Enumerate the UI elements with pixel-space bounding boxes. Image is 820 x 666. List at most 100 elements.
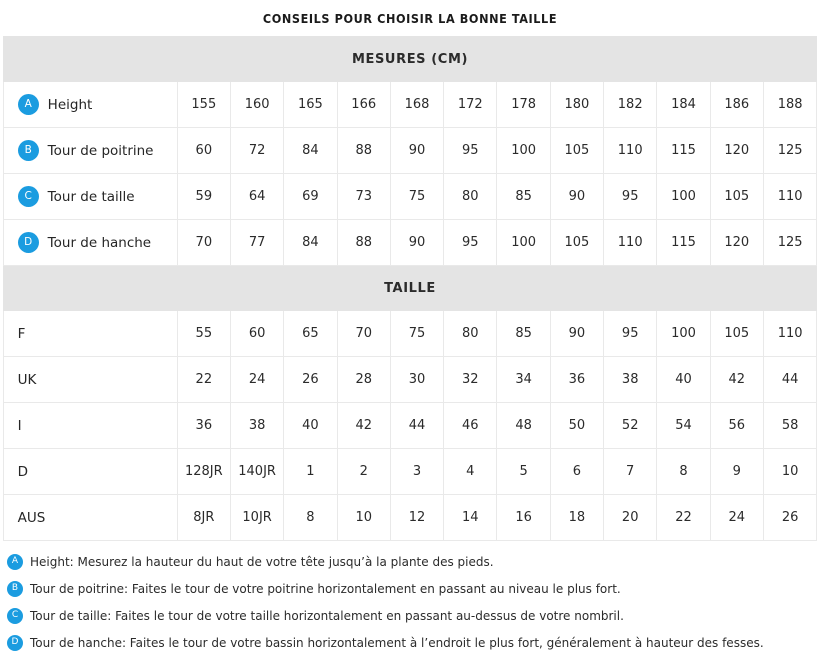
cell: 42	[336, 402, 391, 449]
cell: 90	[549, 310, 605, 357]
table-row: UK 22 24 26 28 30 32 34 36 38 40 42 44	[2, 356, 818, 403]
cell: 120	[709, 219, 764, 266]
cell: 9	[709, 448, 764, 495]
cell: 172	[443, 81, 498, 128]
cell: 8	[283, 494, 338, 541]
cell: 188	[762, 81, 818, 128]
cell: 105	[709, 173, 764, 220]
row-label-text: UK	[17, 371, 37, 388]
table-row: D Tour de hanche 70 77 84 88 90 95 100 1…	[2, 219, 818, 266]
cell: 10JR	[229, 494, 285, 541]
cell: 6	[549, 448, 605, 495]
cell: 26	[283, 356, 338, 403]
cell: 24	[709, 494, 764, 541]
footnote-text: Tour de taille: Faites le tour de votre …	[30, 608, 624, 623]
cell: 100	[656, 173, 711, 220]
cell: 84	[283, 127, 338, 174]
cell: 95	[443, 219, 498, 266]
cell: 12	[389, 494, 445, 541]
table-row: A Height 155 160 165 166 168 172 178 180…	[2, 81, 818, 128]
cell: 100	[496, 219, 551, 266]
cell: 85	[496, 173, 551, 220]
cell: 72	[229, 127, 285, 174]
badge-a-icon: A	[17, 94, 39, 115]
cell: 54	[656, 402, 711, 449]
row-label-f: F	[2, 310, 178, 357]
cell: 42	[709, 356, 764, 403]
footnote-b: B Tour de poitrine: Faites le tour de vo…	[3, 575, 817, 602]
sizes-section-header-row: TAILLE	[2, 265, 818, 311]
row-label-text: AUS	[17, 509, 46, 526]
cell: 85	[496, 310, 551, 357]
footnote-a: A Height: Mesurez la hauteur du haut de …	[3, 548, 817, 575]
measures-table-body: MESURES (CM) A Height 155 160 165 166 16…	[2, 36, 818, 541]
cell: 100	[656, 310, 711, 357]
page-title: CONSEILS POUR CHOISIR LA BONNE TAILLE	[262, 11, 558, 26]
footnote-c: C Tour de taille: Faites le tour de votr…	[3, 602, 817, 629]
cell: 52	[603, 402, 658, 449]
measures-section-heading: MESURES (CM)	[2, 36, 818, 82]
cell: 110	[603, 127, 658, 174]
cell: 186	[709, 81, 764, 128]
badge-d-icon: D	[17, 232, 39, 253]
cell: 24	[229, 356, 285, 403]
row-label-waist: C Tour de taille	[2, 173, 178, 220]
cell: 46	[443, 402, 498, 449]
cell: 115	[656, 219, 711, 266]
row-label-i: I	[2, 402, 178, 449]
cell: 70	[336, 310, 391, 357]
table-row: AUS 8JR 10JR 8 10 12 14 16 18 20 22 24 2…	[2, 494, 818, 541]
cell: 88	[336, 219, 391, 266]
cell: 115	[656, 127, 711, 174]
cell: 36	[549, 356, 605, 403]
table-row: C Tour de taille 59 64 69 73 75 80 85 90…	[2, 173, 818, 220]
cell: 65	[283, 310, 338, 357]
cell: 128JR	[176, 448, 231, 495]
cell: 28	[336, 356, 391, 403]
cell: 1	[283, 448, 338, 495]
cell: 105	[549, 219, 605, 266]
cell: 38	[603, 356, 658, 403]
cell: 77	[229, 219, 285, 266]
cell: 90	[549, 173, 605, 220]
cell: 140JR	[229, 448, 285, 495]
cell: 166	[336, 81, 391, 128]
cell: 168	[389, 81, 445, 128]
row-label-chest: B Tour de poitrine	[2, 127, 178, 174]
cell: 36	[176, 402, 231, 449]
row-label-text: F	[17, 325, 26, 342]
cell: 178	[496, 81, 551, 128]
cell: 90	[389, 127, 445, 174]
cell: 32	[443, 356, 498, 403]
cell: 84	[283, 219, 338, 266]
cell: 125	[762, 219, 818, 266]
footnote-text: Tour de poitrine: Faites le tour de votr…	[30, 581, 621, 596]
badge-c-icon: C	[17, 186, 39, 207]
cell: 8JR	[176, 494, 231, 541]
cell: 75	[389, 310, 445, 357]
cell: 64	[229, 173, 285, 220]
cell: 58	[762, 402, 818, 449]
measures-table: MESURES (CM) A Height 155 160 165 166 16…	[2, 36, 818, 541]
cell: 5	[496, 448, 551, 495]
cell: 165	[283, 81, 338, 128]
cell: 105	[709, 310, 764, 357]
table-row: F 55 60 65 70 75 80 85 90 95 100 105 110	[2, 310, 818, 357]
cell: 184	[656, 81, 711, 128]
cell: 20	[603, 494, 658, 541]
cell: 22	[656, 494, 711, 541]
cell: 26	[762, 494, 818, 541]
cell: 22	[176, 356, 231, 403]
row-label-height: A Height	[2, 81, 178, 128]
cell: 3	[389, 448, 445, 495]
cell: 110	[762, 173, 818, 220]
row-label-uk: UK	[2, 356, 178, 403]
cell: 100	[496, 127, 551, 174]
sizes-section-heading: TAILLE	[2, 265, 818, 311]
footnote-d: D Tour de hanche: Faites le tour de votr…	[3, 629, 817, 656]
cell: 95	[443, 127, 498, 174]
row-label-text: Tour de poitrine	[47, 142, 154, 159]
cell: 105	[549, 127, 605, 174]
cell: 60	[176, 127, 231, 174]
cell: 59	[176, 173, 231, 220]
